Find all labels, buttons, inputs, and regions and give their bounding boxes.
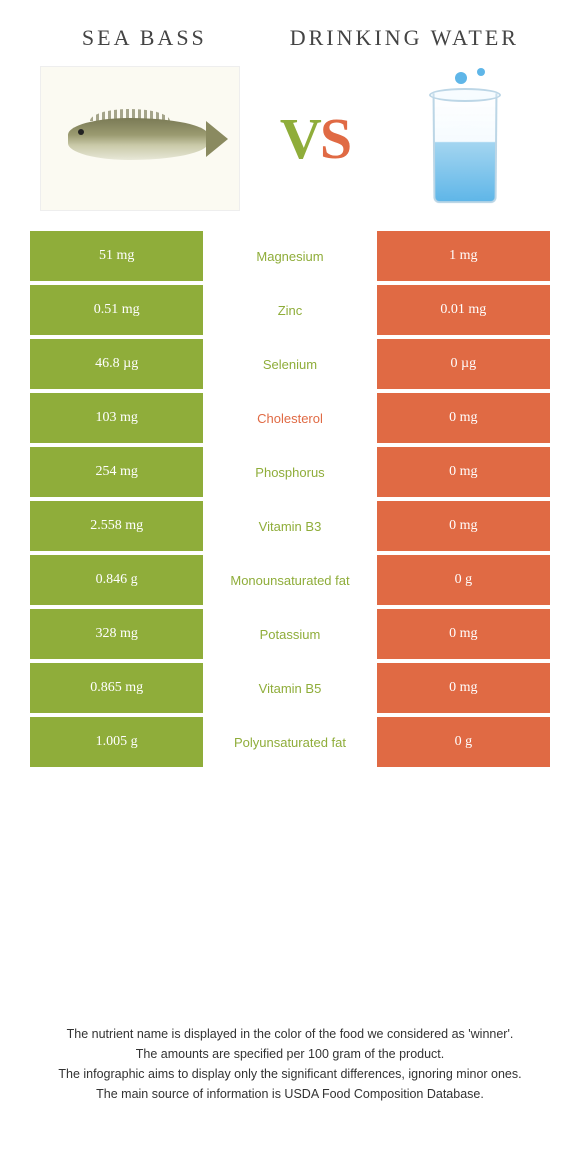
right-value-cell: 0 mg	[377, 501, 550, 551]
table-row: 254 mgPhosphorus0 mg	[30, 447, 550, 497]
comparison-table: 51 mgMagnesium1 mg0.51 mgZinc0.01 mg46.8…	[0, 231, 580, 767]
footer-line: The infographic aims to display only the…	[40, 1064, 540, 1084]
table-row: 0.865 mgVitamin B50 mg	[30, 663, 550, 713]
right-value-cell: 0 mg	[377, 447, 550, 497]
left-value-cell: 103 mg	[30, 393, 203, 443]
right-value-cell: 1 mg	[377, 231, 550, 281]
left-value-cell: 1.005 g	[30, 717, 203, 767]
left-value-cell: 0.846 g	[30, 555, 203, 605]
hero-row: VS	[0, 61, 580, 231]
left-value-cell: 254 mg	[30, 447, 203, 497]
left-food-image	[40, 66, 240, 211]
right-value-cell: 0 mg	[377, 393, 550, 443]
right-value-cell: 0 µg	[377, 339, 550, 389]
left-food-title: Sea bass	[40, 25, 249, 51]
nutrient-label-cell: Vitamin B3	[203, 501, 376, 551]
right-value-cell: 0.01 mg	[377, 285, 550, 335]
nutrient-label-cell: Monounsaturated fat	[203, 555, 376, 605]
left-value-cell: 328 mg	[30, 609, 203, 659]
fish-icon	[50, 111, 230, 166]
nutrient-label-cell: Cholesterol	[203, 393, 376, 443]
right-value-cell: 0 g	[377, 555, 550, 605]
table-row: 103 mgCholesterol0 mg	[30, 393, 550, 443]
nutrient-label-cell: Potassium	[203, 609, 376, 659]
table-row: 1.005 gPolyunsaturated fat0 g	[30, 717, 550, 767]
right-value-cell: 0 g	[377, 717, 550, 767]
footer-line: The nutrient name is displayed in the co…	[40, 1024, 540, 1044]
nutrient-label-cell: Phosphorus	[203, 447, 376, 497]
table-row: 0.846 gMonounsaturated fat0 g	[30, 555, 550, 605]
right-food-title: Drinking water	[269, 25, 540, 51]
left-value-cell: 0.51 mg	[30, 285, 203, 335]
right-food-image	[390, 66, 540, 211]
vs-label: VS	[280, 105, 350, 172]
left-value-cell: 0.865 mg	[30, 663, 203, 713]
header: Sea bass Drinking water	[0, 0, 580, 61]
table-row: 46.8 µgSelenium0 µg	[30, 339, 550, 389]
left-value-cell: 2.558 mg	[30, 501, 203, 551]
water-glass-icon	[421, 74, 509, 204]
left-value-cell: 51 mg	[30, 231, 203, 281]
vs-v: V	[280, 106, 320, 171]
table-row: 328 mgPotassium0 mg	[30, 609, 550, 659]
footer-line: The amounts are specified per 100 gram o…	[40, 1044, 540, 1064]
footer-notes: The nutrient name is displayed in the co…	[0, 1024, 580, 1104]
nutrient-label-cell: Magnesium	[203, 231, 376, 281]
footer-line: The main source of information is USDA F…	[40, 1084, 540, 1104]
vs-s: S	[320, 106, 350, 171]
left-value-cell: 46.8 µg	[30, 339, 203, 389]
nutrient-label-cell: Selenium	[203, 339, 376, 389]
table-row: 51 mgMagnesium1 mg	[30, 231, 550, 281]
table-row: 0.51 mgZinc0.01 mg	[30, 285, 550, 335]
nutrient-label-cell: Polyunsaturated fat	[203, 717, 376, 767]
right-value-cell: 0 mg	[377, 609, 550, 659]
table-row: 2.558 mgVitamin B30 mg	[30, 501, 550, 551]
right-value-cell: 0 mg	[377, 663, 550, 713]
nutrient-label-cell: Zinc	[203, 285, 376, 335]
nutrient-label-cell: Vitamin B5	[203, 663, 376, 713]
